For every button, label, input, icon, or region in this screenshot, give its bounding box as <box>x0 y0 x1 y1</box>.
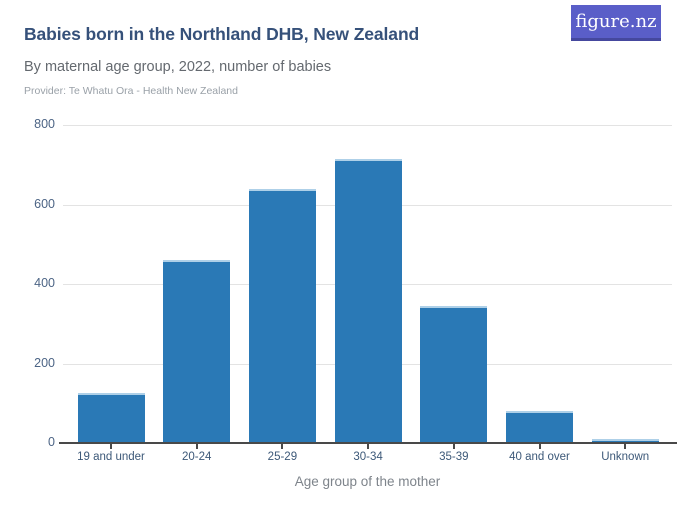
x-tick <box>538 444 541 449</box>
x-tick <box>195 444 198 449</box>
chart-title: Babies born in the Northland DHB, New Ze… <box>24 24 420 44</box>
x-axis-line <box>59 442 677 444</box>
x-tick <box>624 444 627 449</box>
x-tick-label: 25-29 <box>267 451 298 463</box>
x-axis-title: Age group of the mother <box>294 474 441 489</box>
x-tick <box>452 444 455 449</box>
x-tick-label: 30-34 <box>353 451 383 463</box>
bar-35-39 <box>420 305 488 443</box>
x-tick-label: Unknown <box>601 451 650 463</box>
bar-25-29 <box>248 188 316 443</box>
figurenz-logo-text: figure.nz <box>575 11 657 32</box>
x-tick <box>110 444 112 449</box>
bar-30-34 <box>334 158 402 443</box>
y-tick-label: 600 <box>34 196 55 211</box>
x-tick <box>367 444 370 449</box>
y-tick-label: 400 <box>34 276 55 290</box>
y-tick-label: 0 <box>48 435 55 449</box>
chart-subtitle: By maternal age group, 2022, number of b… <box>24 59 332 75</box>
x-tick-label: 19 and under <box>77 451 145 463</box>
x-tick-label: 20-24 <box>181 451 212 463</box>
y-tick-label: 800 <box>34 117 55 131</box>
x-tick-label: 35-39 <box>439 451 469 463</box>
gridline-y800 <box>63 125 672 126</box>
bar-19-and-under <box>77 393 145 443</box>
bar-40-and-over <box>506 411 573 443</box>
x-tick-label: 40 and over <box>509 451 570 463</box>
bar-unknown <box>591 439 659 443</box>
y-tick-label: 200 <box>34 355 55 370</box>
provider-note: Provider: Te Whatu Ora - Health New Zeal… <box>24 85 238 97</box>
bar-20-24 <box>163 260 231 443</box>
figurenz-logo: figure.nz <box>571 5 661 41</box>
x-tick <box>281 444 284 449</box>
